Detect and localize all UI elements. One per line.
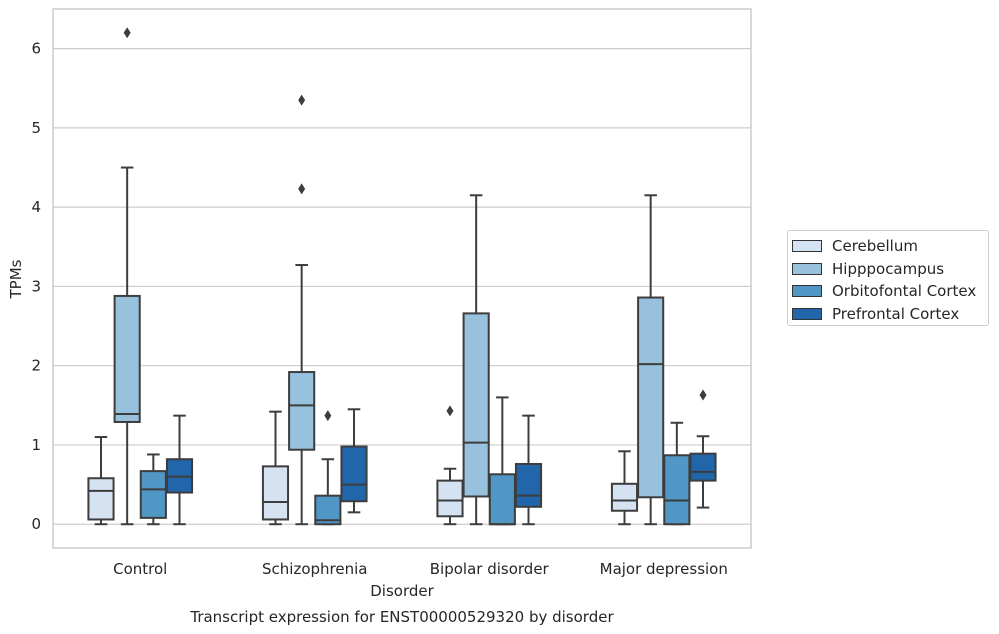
box	[113, 294, 141, 423]
legend-label: Orbitofontal Cortex	[832, 282, 977, 301]
x-tick-label: Major depression	[600, 560, 728, 578]
outlier-point	[298, 94, 306, 106]
y-tick-label: 2	[31, 357, 41, 375]
legend-swatch	[792, 240, 822, 253]
legend-swatch	[792, 262, 822, 275]
y-tick-label: 3	[31, 277, 41, 295]
outlier-point	[298, 183, 306, 195]
box	[663, 454, 691, 526]
box	[87, 477, 115, 521]
y-tick-label: 1	[31, 436, 41, 454]
box	[436, 479, 464, 518]
x-tick-label: Schizophrenia	[262, 560, 367, 578]
box	[139, 470, 167, 519]
legend-item: Hipppocampus	[792, 258, 988, 281]
legend-label: Prefrontal Cortex	[832, 304, 960, 323]
box	[689, 452, 717, 482]
y-tick-label: 5	[31, 119, 41, 137]
chart-title: Transcript expression for ENST0000052932…	[189, 608, 614, 626]
box	[462, 312, 490, 498]
y-tick-label: 0	[31, 515, 41, 533]
box	[488, 473, 516, 526]
x-tick-label: Control	[113, 560, 167, 578]
legend-label: Cerebellum	[832, 237, 918, 256]
legend-swatch	[792, 307, 822, 320]
outlier-point	[699, 389, 707, 401]
box	[514, 462, 543, 508]
x-axis-label: Disorder	[370, 582, 434, 600]
legend-item: Prefrontal Cortex	[792, 303, 988, 326]
plot-area	[52, 8, 752, 549]
box	[637, 296, 665, 499]
legend-swatch	[792, 285, 822, 298]
legend-item: Orbitofontal Cortex	[792, 280, 988, 303]
legend-label: Hipppocampus	[832, 259, 945, 278]
y-axis-label: TPMs	[7, 259, 25, 299]
outlier-point	[446, 405, 454, 417]
box	[288, 371, 316, 451]
box	[610, 482, 639, 512]
box	[261, 465, 290, 521]
y-tick-label: 4	[31, 198, 41, 216]
legend: Cerebellum Hipppocampus Orbitofontal Corte…	[787, 230, 989, 326]
outlier-point	[123, 27, 131, 39]
y-tick-label: 6	[31, 40, 41, 58]
x-tick-label: Bipolar disorder	[430, 560, 550, 578]
legend-item: Cerebellum	[792, 235, 988, 258]
outlier-point	[324, 410, 332, 422]
box	[340, 445, 368, 503]
